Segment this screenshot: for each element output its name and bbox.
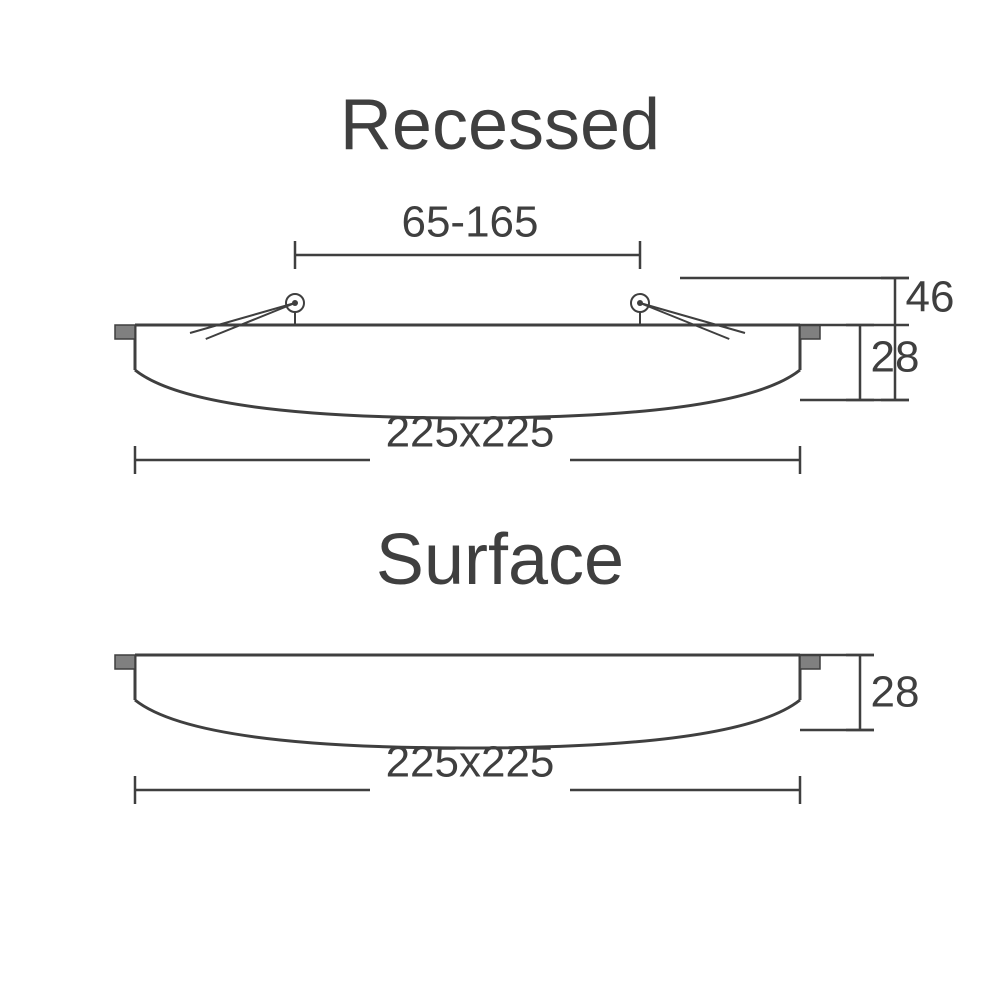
dim-surface-h28-label: 28 (871, 668, 920, 717)
dim-recessed-clipspan-label: 65-165 (401, 198, 538, 247)
dim-recessed-width-label: 225x225 (386, 408, 555, 457)
surface-title: Surface (376, 520, 624, 600)
dim-recessed-h46-label: 46 (906, 273, 955, 322)
recessed-title: Recessed (340, 85, 660, 165)
recessed-clip-right-arm-short (640, 303, 729, 339)
dim-recessed-h28-label: 28 (871, 333, 920, 382)
surface-profile-left-tab (115, 655, 135, 669)
surface-profile-right-tab (800, 655, 820, 669)
dim-surface-width-label: 225x225 (386, 738, 555, 787)
recessed-profile-left-tab (115, 325, 135, 339)
recessed-clip-right-arm-long (640, 303, 745, 333)
recessed-profile-right-tab (800, 325, 820, 339)
recessed-clip-left-arm-short (206, 303, 295, 339)
recessed-clip-left-arm-long (190, 303, 295, 333)
